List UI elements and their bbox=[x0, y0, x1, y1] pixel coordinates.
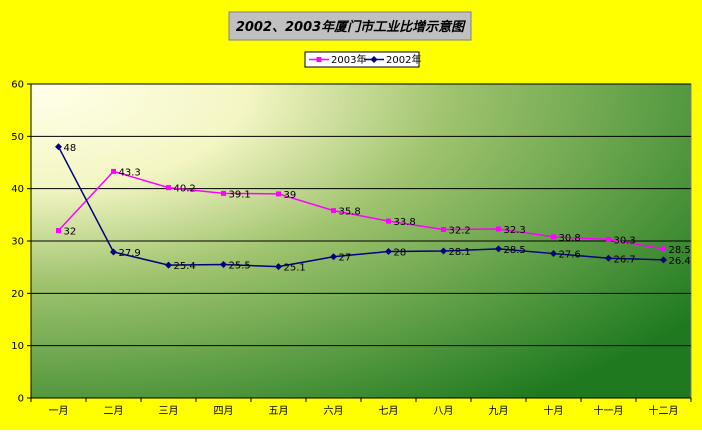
gridlines bbox=[31, 83, 691, 347]
data-point bbox=[55, 143, 62, 151]
series-line-2002 bbox=[57, 146, 664, 268]
data-label: 28.5 bbox=[669, 245, 691, 256]
data-label: 28.1 bbox=[449, 247, 471, 258]
data-point bbox=[166, 185, 171, 191]
data-point bbox=[660, 256, 667, 264]
data-point bbox=[440, 247, 447, 255]
y-tick-label: 20 bbox=[11, 289, 24, 300]
data-label: 25.5 bbox=[229, 261, 251, 272]
data-label: 39.1 bbox=[229, 189, 251, 200]
data-point bbox=[221, 190, 226, 196]
data-point bbox=[495, 245, 502, 253]
x-tick-label: 十一月 bbox=[594, 404, 624, 417]
y-tick-label: 0 bbox=[18, 394, 24, 405]
data-label: 40.2 bbox=[174, 184, 196, 195]
x-tick-label: 十二月 bbox=[649, 404, 679, 417]
data-labels-layer: 32 43.3 40.2 39.1 39 35.8 33.8 32.2 32.3 30.8 30.3… bbox=[64, 143, 691, 274]
data-label: 26.4 bbox=[669, 256, 691, 267]
data-point bbox=[385, 247, 392, 255]
legend-item-2003: 2003年 bbox=[309, 53, 366, 66]
data-label: 27.6 bbox=[559, 250, 581, 261]
data-label: 32.2 bbox=[449, 225, 471, 236]
data-point bbox=[275, 263, 282, 271]
y-axis: 0 10 20 30 40 50 60 bbox=[11, 80, 32, 405]
data-point bbox=[111, 168, 116, 174]
data-point bbox=[496, 226, 501, 232]
legend: 2003年 2002年 bbox=[304, 51, 421, 68]
data-label: 35.8 bbox=[339, 207, 361, 218]
data-label: 28.5 bbox=[504, 245, 526, 256]
x-tick-label: 三月 bbox=[159, 405, 179, 417]
legend-label-2003: 2003年 bbox=[331, 53, 366, 66]
data-label: 39 bbox=[284, 190, 297, 201]
x-tick-label: 十月 bbox=[544, 404, 564, 417]
data-point bbox=[331, 208, 336, 214]
data-point bbox=[606, 236, 611, 242]
chart-title-box: 2002、2003年厦门市工业比增示意图 bbox=[228, 11, 472, 41]
data-label: 32 bbox=[64, 227, 77, 238]
data-point bbox=[110, 248, 117, 256]
data-label: 30.8 bbox=[559, 233, 581, 244]
title-box-background bbox=[228, 11, 472, 41]
data-point bbox=[276, 191, 281, 197]
legend-item-2002: 2002年 bbox=[364, 53, 421, 66]
data-point bbox=[551, 234, 556, 240]
data-label: 25.1 bbox=[284, 263, 306, 274]
data-label: 30.3 bbox=[614, 235, 636, 246]
data-point bbox=[605, 254, 612, 262]
data-point bbox=[330, 253, 337, 261]
series-line-2003 bbox=[57, 170, 664, 250]
chart-title: 2002、2003年厦门市工业比增示意图 bbox=[236, 19, 466, 35]
y-tick-label: 40 bbox=[11, 184, 24, 195]
x-tick-label: 九月 bbox=[489, 405, 509, 417]
x-tick-label: 七月 bbox=[379, 405, 399, 417]
data-point bbox=[56, 228, 61, 234]
legend-box bbox=[304, 51, 420, 68]
data-label: 28 bbox=[394, 247, 407, 258]
data-label: 48 bbox=[64, 143, 77, 154]
data-label: 27 bbox=[339, 253, 352, 264]
data-label: 32.3 bbox=[504, 225, 526, 236]
series-layer bbox=[55, 143, 667, 271]
data-point bbox=[165, 261, 172, 269]
data-label: 25.4 bbox=[174, 261, 196, 272]
x-tick-label: 五月 bbox=[269, 405, 289, 417]
data-point bbox=[661, 246, 666, 252]
data-label: 33.8 bbox=[394, 217, 416, 228]
y-tick-label: 50 bbox=[11, 132, 24, 143]
legend-label-2002: 2002年 bbox=[386, 53, 421, 66]
data-point bbox=[220, 261, 227, 269]
x-axis: 一月 二月 三月 四月 五月 六月 七月 八月 九月 十月 十一月 十二月 bbox=[30, 397, 692, 417]
legend-diamond-marker-icon bbox=[370, 56, 378, 63]
x-tick-label: 二月 bbox=[104, 405, 124, 417]
y-tick-label: 60 bbox=[11, 80, 24, 91]
data-point bbox=[386, 218, 391, 224]
legend-square-marker-icon bbox=[316, 57, 322, 62]
data-label: 26.7 bbox=[614, 254, 636, 265]
data-label: 27.9 bbox=[119, 248, 141, 259]
data-point bbox=[550, 250, 557, 258]
data-point bbox=[441, 226, 446, 232]
x-tick-label: 八月 bbox=[434, 405, 454, 417]
x-tick-label: 一月 bbox=[49, 405, 69, 417]
y-tick-label: 10 bbox=[11, 341, 24, 352]
x-tick-label: 四月 bbox=[214, 405, 234, 417]
x-tick-label: 六月 bbox=[324, 405, 344, 417]
y-tick-label: 30 bbox=[11, 237, 24, 248]
data-label: 43.3 bbox=[119, 167, 141, 178]
